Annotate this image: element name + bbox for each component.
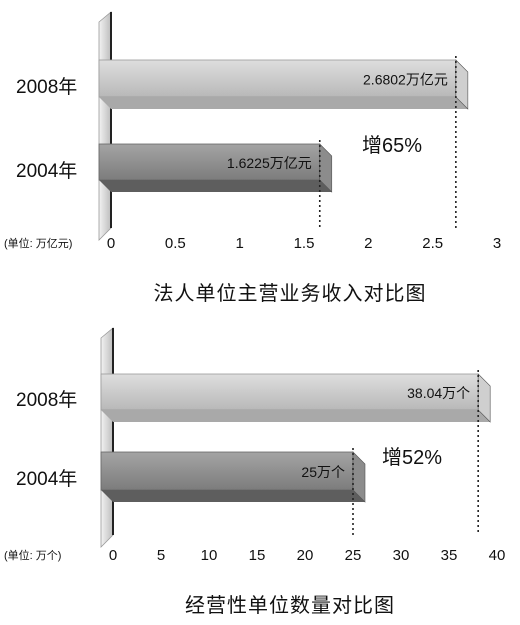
x-tick-label: 20 (297, 547, 314, 564)
data-label: 25万个 (301, 464, 345, 480)
data-label: 38.04万个 (407, 385, 470, 401)
unit-label: (单位: 万亿元) (4, 236, 72, 250)
x-tick-label: 0 (109, 547, 117, 564)
growth-annotation: 增52% (382, 446, 442, 469)
x-tick-label: 1 (235, 235, 243, 252)
bar-2008 (100, 373, 479, 411)
bar-end-cap (319, 143, 333, 193)
bar-2004 (100, 451, 354, 491)
chart-title: 经营性单位数量对比图 (185, 594, 395, 617)
bar-bottom-face (99, 97, 468, 109)
x-tick-label: 5 (157, 547, 165, 564)
bar-end-cap (455, 59, 469, 110)
x-tick-label: 30 (393, 547, 410, 564)
category-label: 2004年 (16, 160, 77, 182)
data-label: 1.6225万亿元 (227, 155, 312, 171)
category-label: 2004年 (16, 468, 77, 490)
bar-bottom-face (99, 180, 332, 192)
unit-label: (单位: 万个) (4, 548, 61, 562)
data-label: 2.6802万亿元 (363, 72, 448, 88)
bar-end-cap (352, 451, 366, 503)
x-tick-label: 15 (249, 547, 266, 564)
bar-end-cap (477, 373, 491, 423)
x-tick-label: 35 (441, 547, 458, 564)
bar-bottom-face (101, 490, 365, 502)
x-tick-label: 3 (493, 235, 501, 252)
x-tick-label: 40 (489, 547, 506, 564)
x-tick-label: 2 (364, 235, 372, 252)
chart-title: 法人单位主营业务收入对比图 (154, 282, 427, 305)
x-tick-label: 2.5 (422, 235, 443, 252)
x-tick-label: 25 (345, 547, 362, 564)
growth-annotation: 增65% (362, 134, 422, 157)
bar-bottom-face (101, 410, 491, 422)
x-tick-label: 10 (201, 547, 218, 564)
x-tick-label: 0 (107, 235, 115, 252)
category-label: 2008年 (16, 76, 77, 98)
axis-side-wall (98, 11, 112, 241)
category-label: 2008年 (16, 389, 77, 411)
x-tick-label: 0.5 (165, 235, 186, 252)
axis-side-wall (100, 327, 114, 548)
x-tick-label: 1.5 (294, 235, 315, 252)
